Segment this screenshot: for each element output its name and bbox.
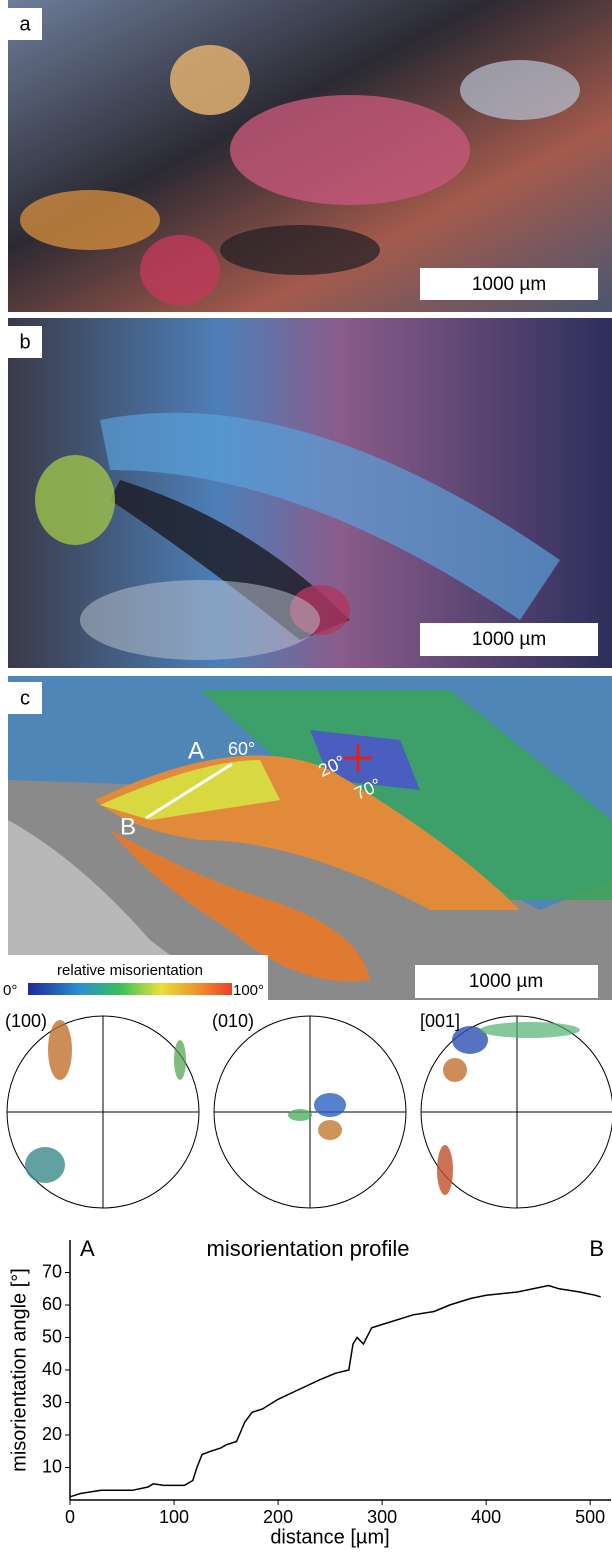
legend-title: relative misorientation — [57, 962, 203, 979]
y-axis-label: misorientation angle [°] — [8, 1268, 30, 1472]
y-tick-label: 50 — [42, 1326, 62, 1346]
page: a 1000 µm b 1000 µm c 1000 µm A B 60° 20… — [0, 0, 612, 1553]
x-axis-label: distance [µm] — [270, 1526, 389, 1548]
x-tick-label: 500 — [575, 1507, 605, 1527]
y-tick-label: 40 — [42, 1359, 62, 1379]
y-tick-label: 20 — [42, 1424, 62, 1444]
ebsd-map — [8, 676, 612, 1000]
x-tick-label: 0 — [65, 1507, 75, 1527]
x-tick-label: 200 — [263, 1507, 293, 1527]
y-tick-label: 30 — [42, 1391, 62, 1411]
end-label: B — [589, 1236, 604, 1261]
pole-label: (010) — [212, 1011, 254, 1031]
chart-title: misorientation profile — [207, 1236, 410, 1261]
pole-label: [001] — [420, 1011, 460, 1031]
point-label: B — [120, 813, 136, 840]
panel-letter: b — [19, 331, 30, 353]
profile-chart: 10 20 30 40 50 60 70 0 100 200 300 400 500 misorienta… — [8, 1236, 611, 1548]
x-tick-label: 400 — [471, 1507, 501, 1527]
point-label: A — [188, 737, 204, 764]
y-tick-label: 10 — [42, 1456, 62, 1476]
micrograph-b — [8, 318, 612, 668]
y-tick-label: 70 — [42, 1261, 62, 1281]
pole-data — [25, 1020, 580, 1195]
legend-max: 100° — [233, 982, 264, 999]
scale-bar: 1000 µm — [472, 629, 546, 650]
y-tick-label: 60 — [42, 1294, 62, 1314]
scale-bar: 1000 µm — [469, 971, 543, 992]
angle-label: 60° — [228, 739, 255, 759]
x-tick-label: 100 — [159, 1507, 189, 1527]
legend-min: 0° — [3, 982, 17, 999]
figure: a 1000 µm b 1000 µm c 1000 µm A B 60° 20… — [0, 0, 612, 1553]
profile-line — [70, 1286, 601, 1497]
panel-letter: c — [20, 687, 30, 709]
pole-label: (100) — [5, 1011, 47, 1031]
panel-letter: a — [19, 13, 31, 35]
micrograph-a — [8, 0, 612, 312]
scale-bar: 1000 µm — [472, 274, 546, 295]
start-label: A — [80, 1236, 95, 1261]
x-tick-label: 300 — [367, 1507, 397, 1527]
